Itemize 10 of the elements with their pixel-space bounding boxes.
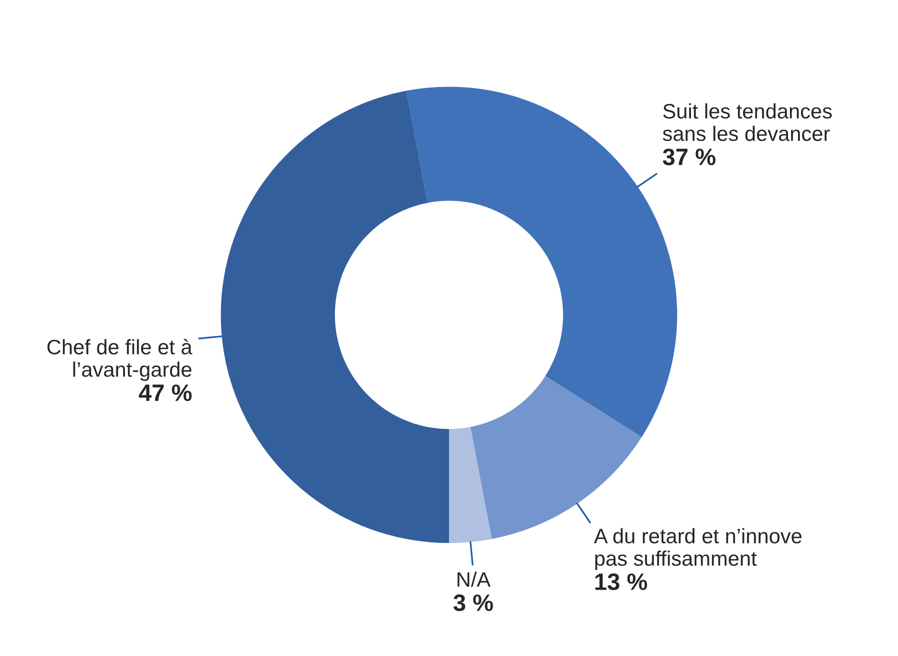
- donut-slice: [220, 90, 449, 544]
- data-label: 3 %: [453, 594, 493, 612]
- donut-slice: [449, 426, 492, 544]
- data-label: 13 %: [595, 573, 648, 590]
- slice-label: A du retard et n’innove pas suffisamment: [594, 528, 802, 570]
- slice-label: Chef de file et à l’avant-garde: [47, 338, 192, 382]
- data-label: 37 %: [662, 148, 716, 166]
- slice-label: N/A: [458, 572, 491, 587]
- data-label: 47 %: [138, 384, 192, 402]
- slice-label: Suit les tendances sans les devancer: [662, 103, 832, 142]
